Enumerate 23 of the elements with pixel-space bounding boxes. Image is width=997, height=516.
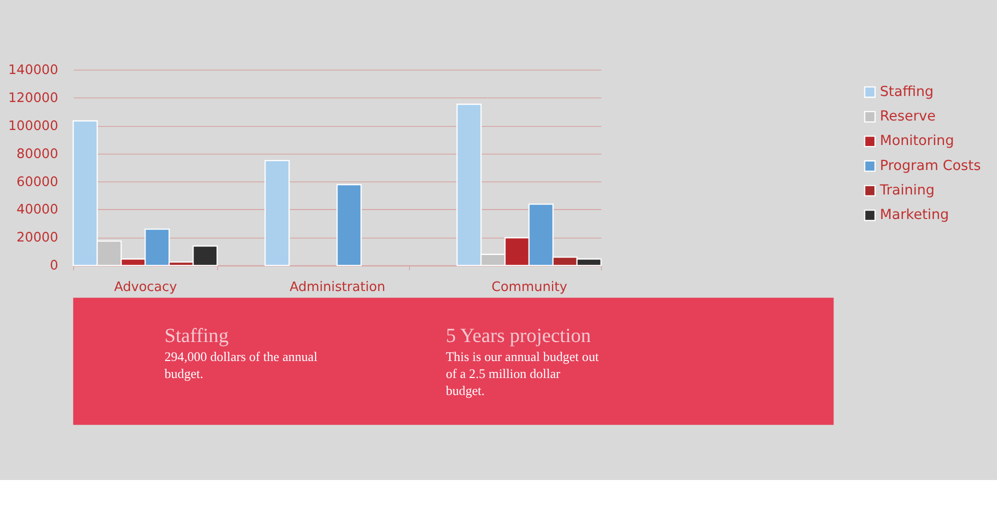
legend-label: Training <box>878 182 935 199</box>
bar <box>336 184 362 266</box>
text: This is our annual budget out of a 2.5 million dollar budget. <box>446 349 600 398</box>
y-tick-label: 40000 <box>16 202 58 218</box>
x-tick-label: Administration <box>290 280 386 296</box>
text: 294,000 dollars of the annual budget. <box>164 349 318 382</box>
y-tick-label: 140000 <box>8 62 58 78</box>
legend-label: Monitoring <box>880 133 954 150</box>
text: Staffing <box>164 324 229 347</box>
legend-label: Program Costs <box>880 158 981 174</box>
y-tick-label: 0 <box>50 258 58 274</box>
y-tick-label: 100000 <box>8 118 58 134</box>
legend-label: Marketing <box>880 207 949 224</box>
x-tick-label: Advocacy <box>114 280 178 296</box>
y-tick-label: 80000 <box>16 146 58 162</box>
legend-label: Staffing <box>880 84 934 100</box>
bar <box>264 160 290 266</box>
y-tick-label: 20000 <box>16 230 58 246</box>
y-tick-label: 120000 <box>8 90 58 106</box>
x-tick-label: Community <box>492 280 568 296</box>
text: 5 Years projection <box>446 324 591 347</box>
y-tick-label: 60000 <box>16 174 58 190</box>
legend-label: Reserve <box>880 108 936 125</box>
